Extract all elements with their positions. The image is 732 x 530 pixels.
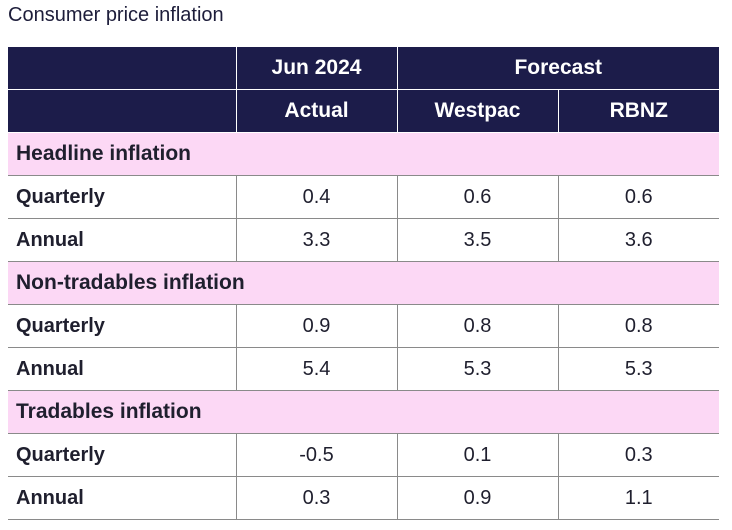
row-label: Quarterly <box>8 433 236 477</box>
cell-westpac: 0.6 <box>396 175 558 219</box>
header-blank-cell <box>8 47 236 90</box>
header-forecast: Forecast <box>396 47 720 90</box>
table-row: Annual 0.3 0.9 1.1 <box>8 476 720 520</box>
cell-westpac: 0.8 <box>396 304 558 348</box>
table-title: Consumer price inflation <box>8 4 224 26</box>
table-row: Annual 3.3 3.5 3.6 <box>8 218 720 262</box>
inflation-table: Jun 2024 Forecast Actual Westpac RBNZ He… <box>8 47 720 520</box>
cell-actual: 3.3 <box>235 218 397 262</box>
cell-rbnz: 3.6 <box>557 218 720 262</box>
table-row: Quarterly -0.5 0.1 0.3 <box>8 433 720 477</box>
cell-westpac: 3.5 <box>396 218 558 262</box>
cell-actual: 5.4 <box>235 347 397 391</box>
cell-rbnz: 0.3 <box>557 433 720 477</box>
header-rbnz: RBNZ <box>557 89 720 133</box>
section-row-non-tradables: Non-tradables inflation <box>8 261 720 305</box>
header-date: Jun 2024 <box>235 47 397 90</box>
section-label: Headline inflation <box>8 132 720 176</box>
table-row: Quarterly 0.4 0.6 0.6 <box>8 175 720 219</box>
cell-rbnz: 0.8 <box>557 304 720 348</box>
cell-actual: 0.9 <box>235 304 397 348</box>
row-label: Annual <box>8 476 236 520</box>
row-label: Annual <box>8 218 236 262</box>
row-label: Quarterly <box>8 304 236 348</box>
cell-rbnz: 0.6 <box>557 175 720 219</box>
table-row: Quarterly 0.9 0.8 0.8 <box>8 304 720 348</box>
cell-actual: 0.4 <box>235 175 397 219</box>
section-row-tradables: Tradables inflation <box>8 390 720 434</box>
table-row: Annual 5.4 5.3 5.3 <box>8 347 720 391</box>
header-blank-cell <box>8 89 236 133</box>
cell-westpac: 0.9 <box>396 476 558 520</box>
row-label: Quarterly <box>8 175 236 219</box>
header-row-top: Jun 2024 Forecast <box>8 47 720 90</box>
section-label: Tradables inflation <box>8 390 720 434</box>
cell-rbnz: 1.1 <box>557 476 720 520</box>
cell-westpac: 5.3 <box>396 347 558 391</box>
cell-actual: -0.5 <box>235 433 397 477</box>
cell-westpac: 0.1 <box>396 433 558 477</box>
header-westpac: Westpac <box>396 89 558 133</box>
header-row-bottom: Actual Westpac RBNZ <box>8 89 720 133</box>
cell-rbnz: 5.3 <box>557 347 720 391</box>
header-actual: Actual <box>235 89 397 133</box>
section-label: Non-tradables inflation <box>8 261 720 305</box>
row-label: Annual <box>8 347 236 391</box>
cell-actual: 0.3 <box>235 476 397 520</box>
section-row-headline: Headline inflation <box>8 132 720 176</box>
